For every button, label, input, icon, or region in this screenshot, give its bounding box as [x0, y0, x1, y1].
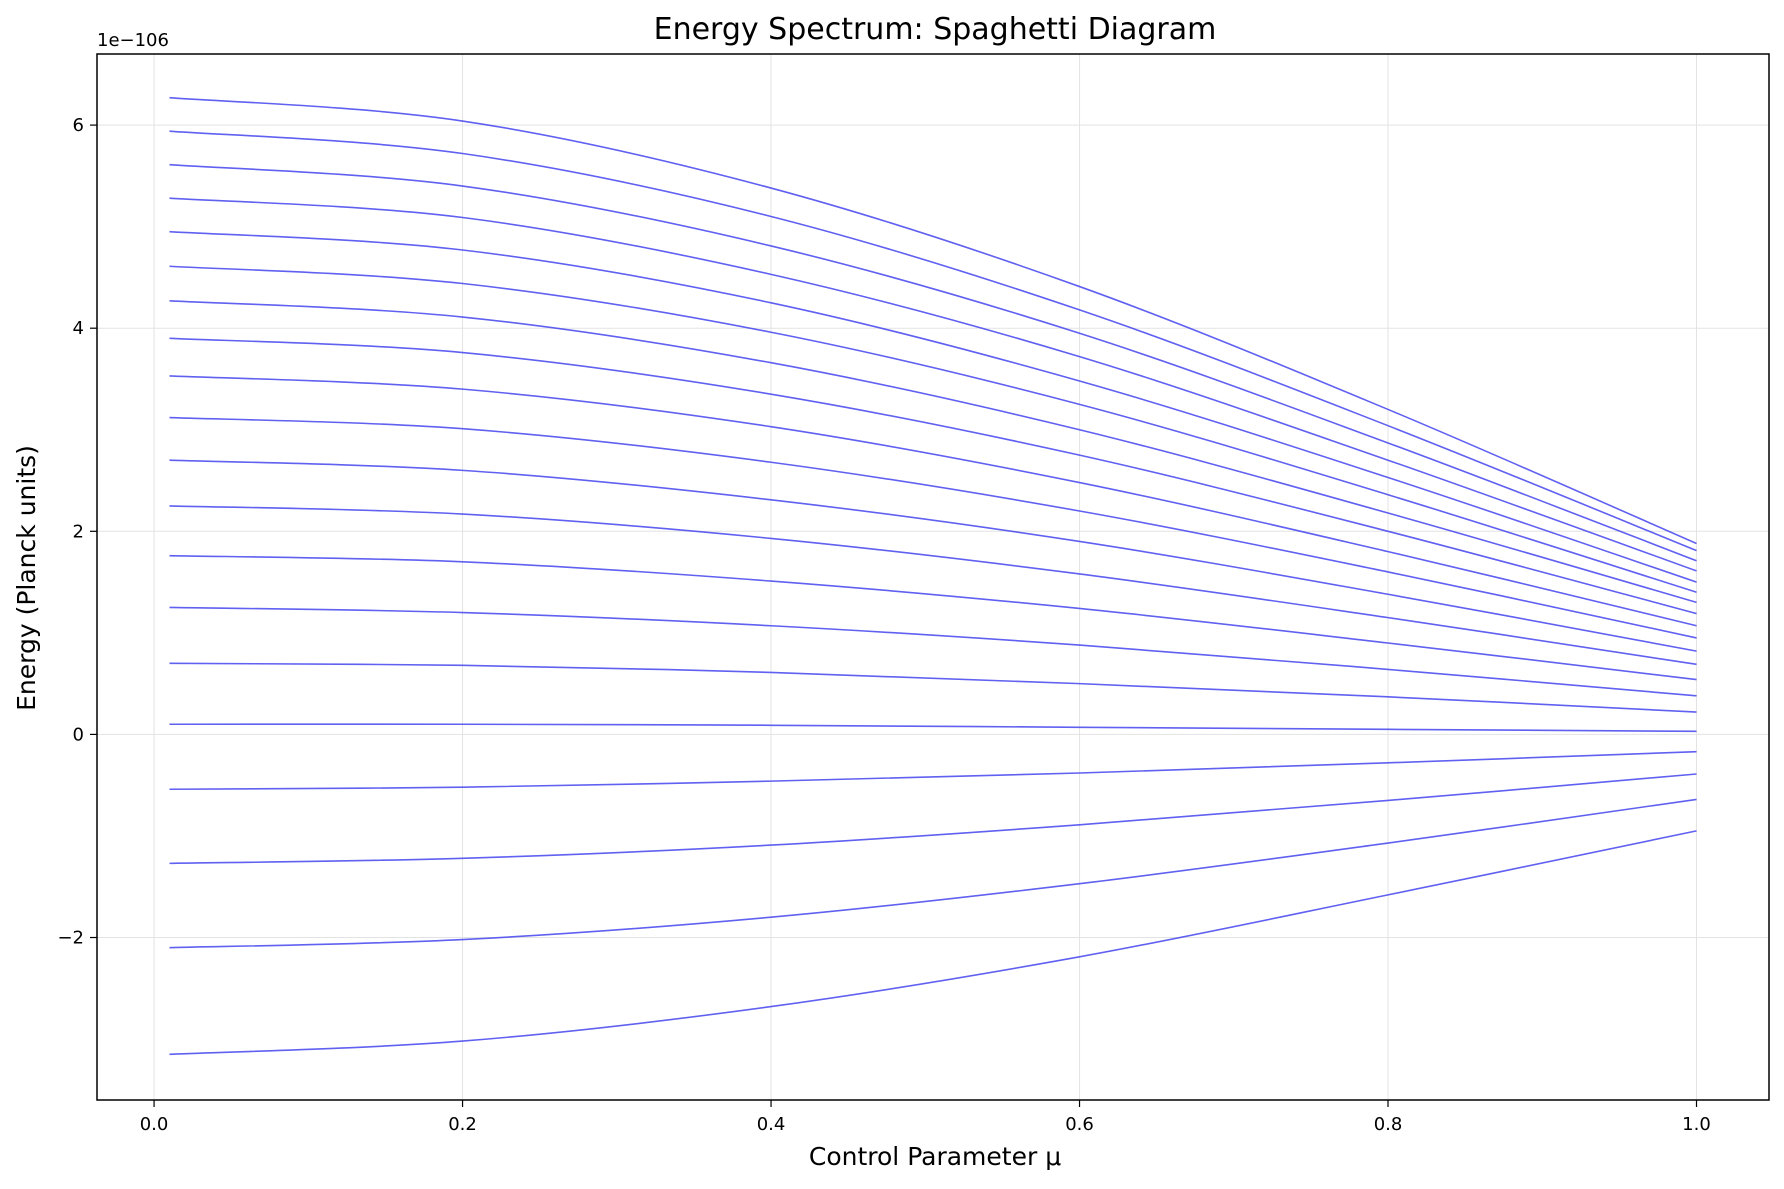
energy-level-line-13 — [169, 337, 1697, 615]
energy-level-line-3 — [169, 773, 1697, 865]
energy-level-line-6 — [169, 662, 1697, 713]
y-tick-label: 6 — [73, 115, 84, 136]
y-axis-offset-label: 1e−106 — [97, 30, 169, 51]
axis-ticks: 0.0 0.2 0.4 0.6 0.8 1.0 −2 0 2 4 6 — [57, 115, 1710, 1135]
y-axis-label: Energy (Planck units) — [12, 445, 41, 711]
energy-level-line-5 — [169, 723, 1697, 733]
series-lines — [169, 96, 1697, 1056]
y-tick-label: −2 — [57, 928, 84, 949]
y-tick-label: 2 — [73, 521, 84, 542]
energy-level-line-11 — [169, 416, 1697, 639]
plot-frame — [96, 53, 1770, 1101]
energy-level-line-16 — [169, 230, 1697, 583]
chart-title: Energy Spectrum: Spaghetti Diagram — [654, 12, 1217, 47]
energy-level-line-9 — [169, 505, 1697, 666]
x-axis-label: Control Parameter μ — [809, 1142, 1061, 1171]
energy-level-line-4 — [169, 750, 1697, 791]
y-tick-label: 0 — [73, 724, 84, 745]
energy-level-line-17 — [169, 197, 1697, 572]
energy-level-line-18 — [169, 163, 1697, 562]
x-tick-label: 0.4 — [757, 1114, 786, 1135]
x-tick-label: 1.0 — [1682, 1114, 1711, 1135]
energy-level-line-8 — [169, 554, 1697, 681]
energy-level-line-1 — [169, 830, 1697, 1056]
energy-level-line-12 — [169, 375, 1697, 627]
energy-level-line-15 — [169, 265, 1697, 593]
energy-level-line-20 — [169, 96, 1697, 545]
grid-lines — [97, 54, 1769, 1100]
energy-level-line-10 — [169, 459, 1697, 652]
x-tick-label: 0.2 — [448, 1114, 477, 1135]
x-tick-label: 0.0 — [140, 1114, 169, 1135]
x-tick-label: 0.8 — [1374, 1114, 1403, 1135]
energy-level-line-14 — [169, 299, 1697, 604]
energy-level-line-19 — [169, 130, 1697, 552]
y-tick-label: 4 — [73, 318, 84, 339]
energy-level-line-7 — [169, 606, 1697, 697]
energy-level-line-2 — [169, 798, 1697, 949]
x-tick-label: 0.6 — [1065, 1114, 1094, 1135]
